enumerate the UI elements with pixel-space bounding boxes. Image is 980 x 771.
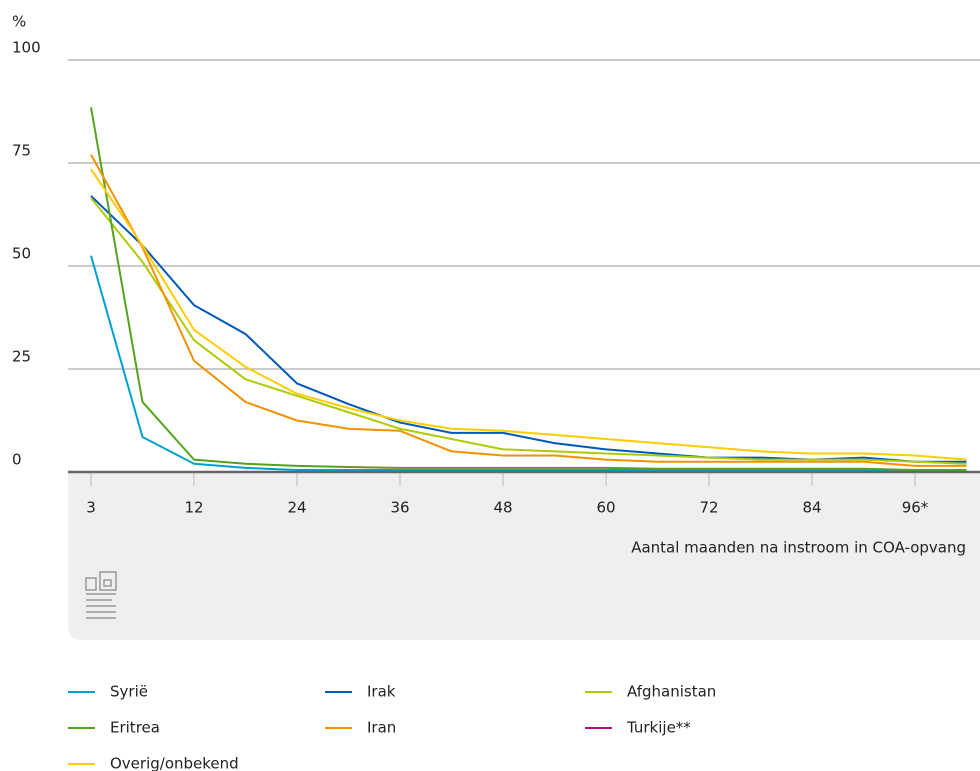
y-axis-label: % <box>12 13 26 31</box>
series-line <box>90 195 967 463</box>
x-tick-label: 3 <box>86 499 96 517</box>
series-line <box>90 107 967 471</box>
x-tick-label: 24 <box>287 499 306 517</box>
legend-label: Turkije** <box>626 719 691 737</box>
legend-label: Irak <box>367 683 396 701</box>
x-tick-label: 36 <box>390 499 409 517</box>
x-tick-label: 72 <box>699 499 718 517</box>
y-tick-label: 25 <box>12 348 31 366</box>
series-line <box>90 255 967 471</box>
x-tick-label: 12 <box>184 499 203 517</box>
series-line <box>90 154 967 467</box>
x-tick-label: 48 <box>493 499 512 517</box>
legend-label: Afghanistan <box>627 683 716 701</box>
x-axis-label: Aantal maanden na instroom in COA-opvang <box>631 539 966 557</box>
legend-label: Eritrea <box>110 719 160 737</box>
cbs-logo <box>85 571 117 619</box>
x-tick-label: 60 <box>596 499 615 517</box>
y-tick-label: 50 <box>12 245 31 263</box>
legend-label: Syrië <box>110 683 148 701</box>
y-tick-label: 0 <box>12 451 22 469</box>
y-tick-label: 100 <box>12 39 41 57</box>
axis-panel <box>68 472 980 640</box>
legend-label: Overig/onbekend <box>110 755 239 771</box>
series-line <box>90 168 967 461</box>
x-tick-label: 96* <box>902 499 929 517</box>
series-line <box>90 197 967 465</box>
legend-label: Iran <box>367 719 396 737</box>
y-tick-label: 75 <box>12 142 31 160</box>
x-tick-label: 84 <box>802 499 821 517</box>
